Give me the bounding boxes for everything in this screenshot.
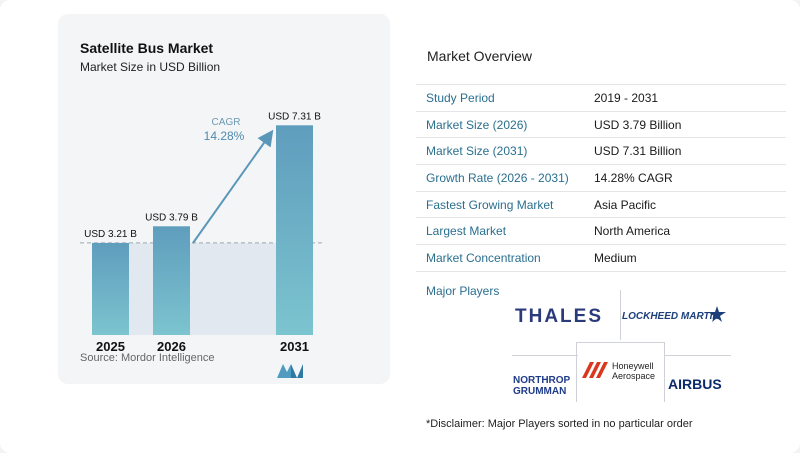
overview-row: Growth Rate (2026 - 2031) 14.28% CAGR	[416, 164, 786, 192]
source-note: Source: Mordor Intelligence	[80, 352, 215, 364]
chart-subtitle: Market Size in USD Billion	[80, 60, 221, 74]
overview-title: Market Overview	[427, 48, 533, 64]
overview-value: 14.28% CAGR	[586, 164, 786, 192]
honeywell-symbol-icon	[582, 362, 608, 378]
overview-value: Asia Pacific	[586, 191, 786, 219]
chart-title: Satellite Bus Market	[80, 40, 214, 56]
overview-row: Fastest Growing Market Asia Pacific	[416, 191, 786, 219]
overview-row: Market Size (2031) USD 7.31 Billion	[416, 137, 786, 166]
value-label: USD 3.21 B	[84, 229, 137, 240]
overview-key: Market Size (2026)	[416, 111, 586, 139]
cagr-value: 14.28%	[204, 129, 245, 143]
honeywell-logo: Honeywell Aerospace	[612, 361, 656, 381]
cagr-label: CAGR	[212, 117, 241, 128]
overview-value: 2019 - 2031	[586, 84, 786, 112]
x-tick-label: 2026	[157, 339, 186, 354]
overview-key: Market Size (2031)	[416, 137, 586, 166]
mordor-logo-icon	[277, 364, 303, 378]
overview-value: USD 3.79 Billion	[586, 111, 786, 139]
cagr-arrow	[192, 129, 274, 244]
overview-key: Fastest Growing Market	[416, 191, 586, 219]
value-label: USD 7.31 B	[268, 111, 321, 122]
overview-key: Largest Market	[416, 217, 586, 246]
overview-value: USD 7.31 Billion	[586, 137, 786, 166]
overview-key: Market Concentration	[416, 244, 586, 272]
x-tick-label: 2025	[96, 339, 125, 354]
overview-key: Study Period	[416, 84, 586, 112]
overview-row: Market Size (2026) USD 3.79 Billion	[416, 111, 786, 139]
overview-table: Study Period 2019 - 2031 Market Size (2026…	[416, 84, 786, 272]
value-label: USD 3.79 B	[145, 212, 198, 223]
thales-logo: THALES	[515, 306, 603, 327]
bar-2031	[276, 125, 313, 335]
overview-key: Growth Rate (2026 - 2031)	[416, 164, 586, 192]
overview-row: Largest Market North America	[416, 217, 786, 246]
bar-2025	[92, 242, 129, 335]
northrop-grumman-logo: NORTHROP GRUMMAN	[513, 375, 571, 397]
disclaimer: *Disclaimer: Major Players sorted in no …	[426, 418, 693, 430]
overview-row: Study Period 2019 - 2031	[416, 84, 786, 112]
players-title: Major Players	[426, 284, 500, 298]
bar-2026	[153, 226, 190, 335]
lockheed-martin-logo: LOCKHEED MARTIN	[622, 311, 720, 322]
overview-row: Market Concentration Medium	[416, 244, 786, 272]
x-tick-label: 2031	[280, 339, 309, 354]
airbus-logo: AIRBUS	[668, 376, 722, 392]
overview-value: North America	[586, 217, 786, 246]
overview-value: Medium	[586, 244, 786, 272]
lockheed-star-icon	[708, 306, 726, 322]
